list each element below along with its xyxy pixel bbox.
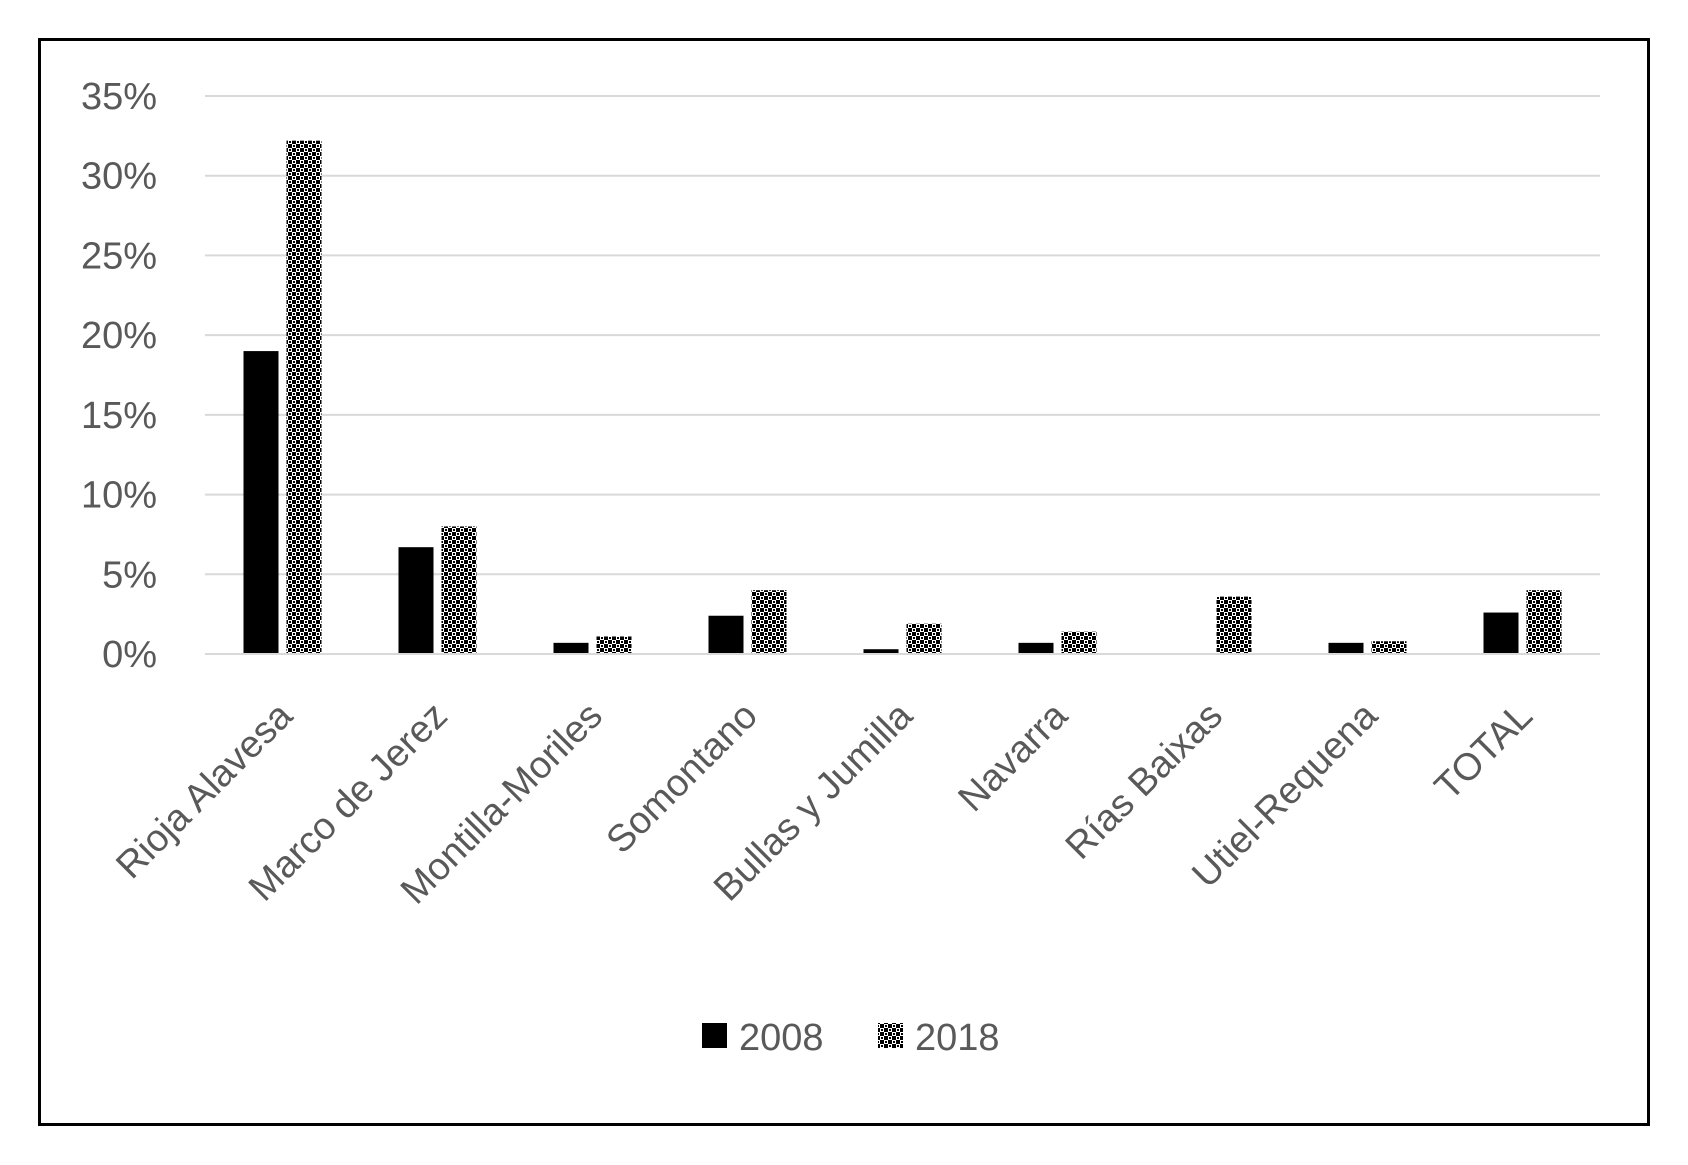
legend-label-2008: 2008 <box>739 1017 824 1059</box>
bar-2008 <box>398 547 434 654</box>
bar-2018 <box>596 636 632 654</box>
gridlines <box>205 95 1600 576</box>
bars <box>243 140 1562 654</box>
y-tick-label: 0% <box>102 634 157 676</box>
bar-2018 <box>1371 641 1407 654</box>
y-tick-label: 10% <box>81 475 157 517</box>
y-axis-tick-labels: 0% 5% 10% 15% 20% 25% 30% 35% <box>81 76 157 676</box>
bar-2008 <box>243 351 279 654</box>
legend-swatch-2008 <box>702 1023 727 1048</box>
x-category-label: Navarra <box>951 694 1077 820</box>
bar-2008 <box>708 615 744 654</box>
legend-label-2018: 2018 <box>915 1017 1000 1059</box>
bar-2018 <box>751 590 787 654</box>
bar-2008 <box>863 649 899 654</box>
y-tick-label: 20% <box>81 315 157 357</box>
bar-2018 <box>906 623 942 654</box>
legend: 2008 2018 <box>702 1017 1000 1059</box>
bar-2018 <box>1216 596 1252 654</box>
bar-2018 <box>441 526 477 654</box>
y-tick-label: 5% <box>102 554 157 596</box>
bar-2018 <box>1061 631 1097 654</box>
bar-2008 <box>1483 612 1519 654</box>
x-category-label: Somontano <box>599 695 766 862</box>
bar-2018 <box>1526 590 1562 654</box>
bar-2008 <box>1328 642 1364 654</box>
bar-2008 <box>553 642 589 654</box>
x-category-label: Rías Baixas <box>1058 695 1231 868</box>
bar-2008 <box>1018 642 1054 654</box>
y-tick-label: 30% <box>81 156 157 198</box>
y-tick-label: 15% <box>81 395 157 437</box>
x-category-label: TOTAL <box>1427 695 1541 809</box>
y-tick-label: 35% <box>81 76 157 118</box>
legend-swatch-2018 <box>878 1023 903 1048</box>
bar-2018 <box>286 140 322 654</box>
y-tick-label: 25% <box>81 235 157 277</box>
